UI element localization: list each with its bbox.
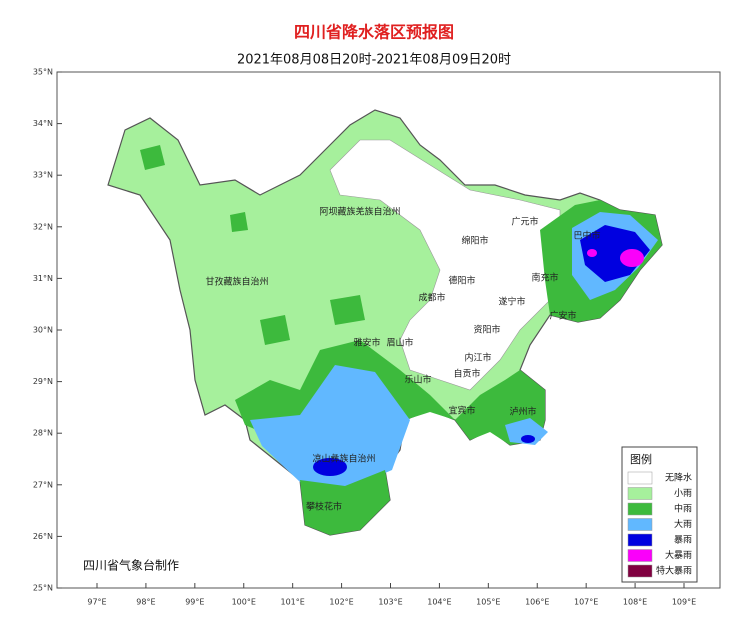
- place-label: 遂宁市: [498, 296, 525, 308]
- place-label: 宜宾市: [448, 405, 475, 417]
- legend-title: 图例: [630, 452, 652, 466]
- place-label: 南充市: [531, 272, 558, 284]
- lat-tick-label: 26°N: [33, 532, 53, 541]
- place-label: 凉山彝族自治州: [312, 453, 375, 465]
- heavy-rain-area: [505, 418, 548, 445]
- place-label: 德阳市: [448, 275, 475, 287]
- lon-tick-label: 101°E: [281, 598, 305, 607]
- lat-tick-label: 31°N: [33, 274, 53, 283]
- place-label: 眉山市: [386, 337, 413, 349]
- legend-swatch: [627, 487, 653, 500]
- legend-label: 小雨: [674, 488, 692, 499]
- legend-swatch: [627, 502, 653, 516]
- lon-tick-label: 105°E: [476, 598, 500, 607]
- legend-label: 中雨: [674, 503, 692, 515]
- legend-swatch: [627, 533, 653, 547]
- lat-tick-label: 27°N: [33, 480, 53, 489]
- place-label: 雅安市: [353, 337, 380, 349]
- place-label: 广安市: [549, 310, 576, 322]
- lon-tick-label: 109°E: [672, 598, 696, 607]
- lat-tick-label: 30°N: [33, 326, 53, 335]
- place-label: 自贡市: [453, 368, 480, 380]
- rainstorm-area: [313, 458, 347, 476]
- lon-tick-label: 100°E: [232, 598, 256, 607]
- lon-tick-label: 107°E: [574, 598, 598, 607]
- lat-tick-label: 35°N: [33, 68, 53, 77]
- heavy-rain-area: [250, 365, 410, 488]
- rainstorm-area: [521, 435, 535, 443]
- place-label: 内江市: [464, 352, 491, 364]
- place-label: 攀枝花市: [306, 501, 342, 513]
- place-label: 阿坝藏族羌族自治州: [319, 206, 400, 218]
- lon-tick-label: 103°E: [378, 598, 402, 607]
- place-label: 资阳市: [473, 324, 500, 336]
- legend-label: 无降水: [665, 472, 692, 484]
- lat-tick-label: 29°N: [33, 377, 53, 386]
- rainstorm-area: [580, 225, 650, 282]
- no-rain-area: [329, 139, 561, 391]
- lon-tick-label: 102°E: [329, 598, 353, 607]
- province-map: [107, 109, 663, 536]
- lat-tick-label: 25°N: [33, 584, 53, 593]
- map-subtitle: 2021年08月08日20时-2021年08月09日20时: [237, 53, 511, 68]
- moderate-rain-area: [140, 145, 365, 345]
- lon-tick-label: 108°E: [623, 598, 647, 607]
- legend-swatch: [627, 518, 653, 531]
- place-label: 成都市: [418, 292, 445, 304]
- place-label: 乐山市: [404, 374, 431, 386]
- lat-tick-label: 34°N: [33, 119, 53, 128]
- moderate-rain-area: [300, 470, 390, 535]
- lon-tick-label: 99°E: [185, 598, 204, 607]
- lat-tick-label: 32°N: [33, 222, 53, 231]
- legend-swatch: [627, 564, 653, 578]
- legend-swatch: [627, 549, 653, 562]
- legend-label: 大雨: [674, 518, 692, 530]
- legend-swatch: [627, 471, 653, 485]
- map-title: 四川省降水落区预报图: [294, 23, 454, 42]
- place-label: 巴中市: [573, 230, 600, 242]
- lat-tick-label: 28°N: [33, 429, 53, 438]
- legend-label: 暴雨: [674, 535, 692, 546]
- legend-label: 大暴雨: [665, 549, 692, 561]
- torrential-rain-area: [587, 249, 597, 257]
- lon-tick-label: 97°E: [87, 598, 106, 607]
- map-axes: 35°N 34°N 33°N 32°N 31°N 30°N 29°N 28°N 27°N 26°N…: [33, 68, 696, 607]
- place-label: 泸州市: [509, 406, 536, 418]
- place-label: 绵阳市: [461, 235, 488, 247]
- lon-tick-label: 98°E: [136, 598, 155, 607]
- lat-tick-label: 33°N: [33, 171, 53, 180]
- torrential-rain-area: [620, 249, 644, 267]
- lon-tick-label: 104°E: [427, 598, 451, 607]
- place-label: 甘孜藏族自治州: [205, 276, 268, 288]
- legend-label: 特大暴雨: [656, 565, 692, 577]
- place-label: 广元市: [511, 216, 538, 228]
- lon-tick-label: 106°E: [525, 598, 549, 607]
- credit: 四川省气象台制作: [83, 558, 179, 573]
